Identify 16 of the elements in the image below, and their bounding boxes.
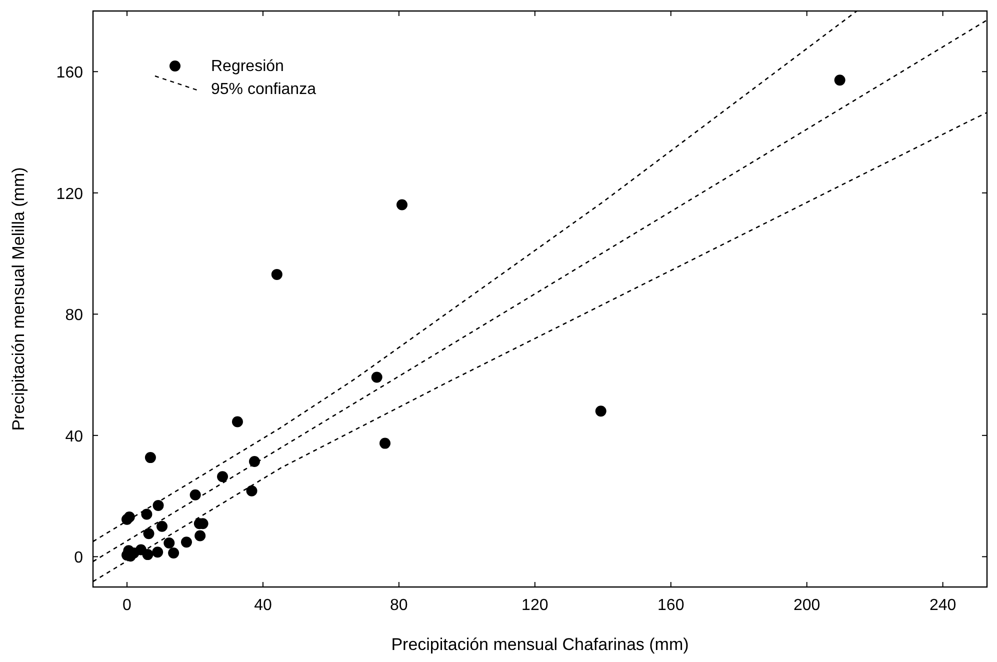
y-tick-label: 40	[65, 428, 84, 446]
x-tick-label: 40	[254, 597, 272, 614]
y-tick-label: 120	[56, 186, 84, 203]
x-tick-label: 80	[390, 597, 408, 614]
legend-label: 95% confianza	[211, 81, 316, 98]
y-tick-label: 0	[74, 550, 84, 567]
y-axis-title: Precipitación mensual Melilla (mm)	[9, 167, 28, 431]
x-tick-label: 0	[122, 597, 132, 614]
x-tick-label: 120	[522, 597, 548, 614]
x-tick-label: 200	[793, 597, 820, 614]
y-tick-label: 160	[56, 64, 84, 82]
x-tick-label: 160	[658, 597, 684, 614]
y-tick-label: 80	[65, 307, 84, 324]
legend-label: Regresión	[211, 58, 284, 75]
x-axis-title: Precipitación mensual Chafarinas (mm)	[391, 635, 689, 654]
x-tick-label: 240	[929, 597, 956, 614]
